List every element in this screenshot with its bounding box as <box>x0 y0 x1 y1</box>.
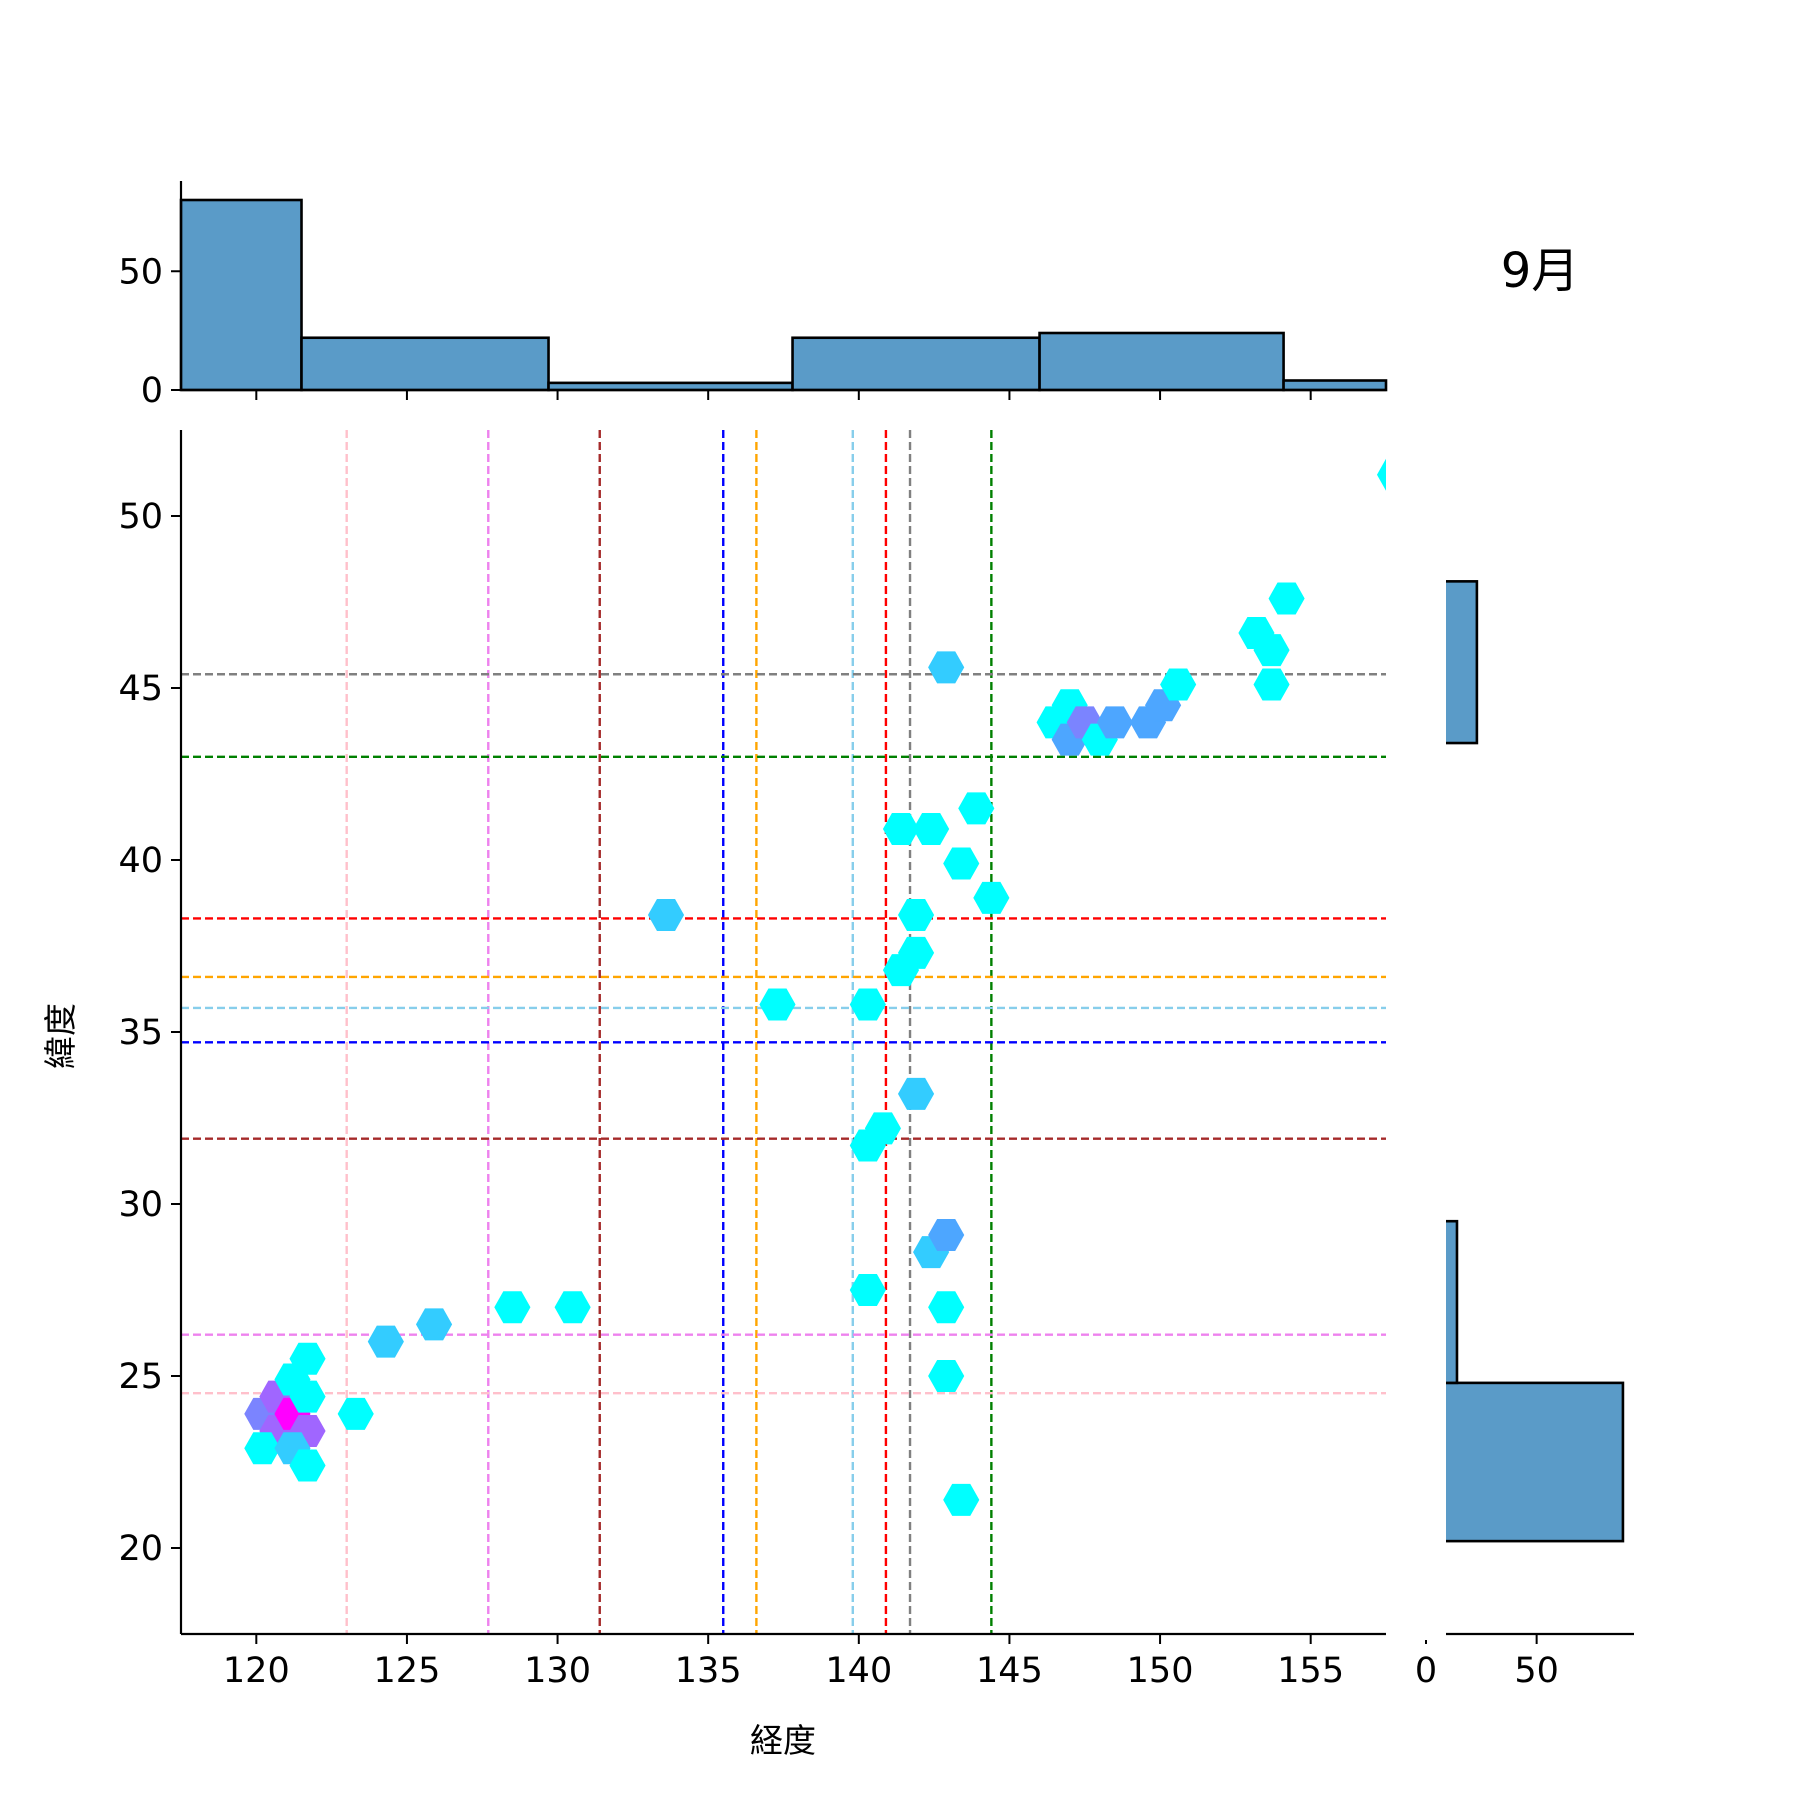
hexbin-cell-16 <box>647 899 685 932</box>
hexbin-cell-33 <box>943 847 980 880</box>
hexbin-cell-32 <box>943 1483 980 1516</box>
hexbin-cell-14 <box>494 1291 531 1324</box>
hexbin-cell-31 <box>928 1360 965 1392</box>
hexbin-cell-48 <box>1253 668 1290 701</box>
main-plot: 120 125 130 135 140 145 150 155 20 25 30 35 40 45 50 <box>118 420 1446 1691</box>
main-y-tick-label-2: 30 <box>118 1185 163 1225</box>
hexbin-cell-47 <box>1253 634 1290 667</box>
marginal-x-bar-4 <box>1038 331 1285 392</box>
hexbin-cell-15 <box>554 1291 591 1324</box>
main-y-tick-label-3: 35 <box>118 1013 163 1053</box>
hexbin-cell-45 <box>1160 668 1197 701</box>
main-y-tick-label-0: 20 <box>118 1529 163 1569</box>
y-axis-label: 緯度 <box>41 1003 80 1069</box>
hexbin-cell-21 <box>849 1274 886 1306</box>
x-axis-label: 経度 <box>750 1721 816 1760</box>
marginal-x-bar-3 <box>791 336 1041 392</box>
main-y-tick-label-4: 40 <box>118 841 163 881</box>
chart-title: 9月 <box>1501 243 1580 299</box>
marginal-x-y-tick-label-1: 50 <box>118 252 163 292</box>
main-y-tick-label-6: 50 <box>118 497 163 537</box>
main-x-tick-label-5: 145 <box>976 1651 1043 1691</box>
hexbin-cell-20 <box>864 1112 901 1145</box>
main-x-tick-label-7: 155 <box>1277 1651 1344 1691</box>
marginal-x-x-ticks <box>255 390 1312 400</box>
marginal-x-y-tick-label-0: 0 <box>141 371 163 411</box>
hexbin-cell-27 <box>897 1077 935 1110</box>
marginal-y-bar-0 <box>1424 1381 1625 1543</box>
hexbin-cell-13 <box>415 1308 453 1341</box>
main-plot-clip-mask <box>1386 420 1446 1640</box>
marginal-x-bar-5 <box>1282 379 1388 392</box>
main-x-tick-label-0: 120 <box>223 1651 290 1691</box>
main-x-tick-label-4: 140 <box>825 1651 892 1691</box>
main-x-tick-label-2: 130 <box>524 1651 591 1691</box>
main-x-tick-label-3: 135 <box>675 1651 742 1691</box>
reference-lines <box>181 430 1386 1634</box>
main-x-tick-label-6: 150 <box>1127 1651 1194 1691</box>
marginal-x-y-ticks: 0 50 <box>118 252 181 411</box>
main-y-tick-label-1: 25 <box>118 1357 163 1397</box>
hexbin-cell-26 <box>913 813 950 846</box>
marginal-x-bar-0 <box>179 198 303 392</box>
hexbin-cell-10 <box>289 1380 326 1413</box>
marginal-x-histogram: 0 50 <box>118 181 1388 411</box>
hexbin-cells <box>244 458 1414 1516</box>
hexbin-cell-18 <box>849 988 886 1021</box>
hexbin-cell-34 <box>958 792 995 825</box>
marginal-y-x-tick-label-0: 0 <box>1415 1651 1437 1691</box>
marginal-x-bars <box>179 198 1388 392</box>
hexbin-cell-29 <box>928 1218 965 1251</box>
hexbin-cell-7 <box>289 1449 326 1482</box>
main-y-ticks: 20 25 30 35 40 45 50 <box>118 497 181 1569</box>
hexbin-cell-11 <box>337 1397 374 1430</box>
hexbin-cell-23 <box>897 936 935 969</box>
marginal-x-bar-1 <box>300 336 550 392</box>
main-x-ticks: 120 125 130 135 140 145 150 155 <box>223 1634 1344 1691</box>
hexbin-cell-35 <box>973 881 1010 914</box>
hexbin-cell-49 <box>1268 582 1305 615</box>
hexbin-cell-9 <box>289 1342 326 1375</box>
hexbin-cell-30 <box>928 1291 965 1324</box>
hexbin-cell-17 <box>759 988 796 1021</box>
hexbin-cell-12 <box>367 1325 404 1358</box>
main-y-tick-label-5: 45 <box>118 669 163 709</box>
marginal-y-x-ticks: 0 50 <box>1415 1634 1559 1691</box>
marginal-y-x-tick-label-1: 50 <box>1514 1651 1559 1691</box>
main-x-tick-label-1: 125 <box>374 1651 441 1691</box>
hexbin-cell-24 <box>897 899 935 932</box>
hexbin-cell-36 <box>928 651 965 684</box>
